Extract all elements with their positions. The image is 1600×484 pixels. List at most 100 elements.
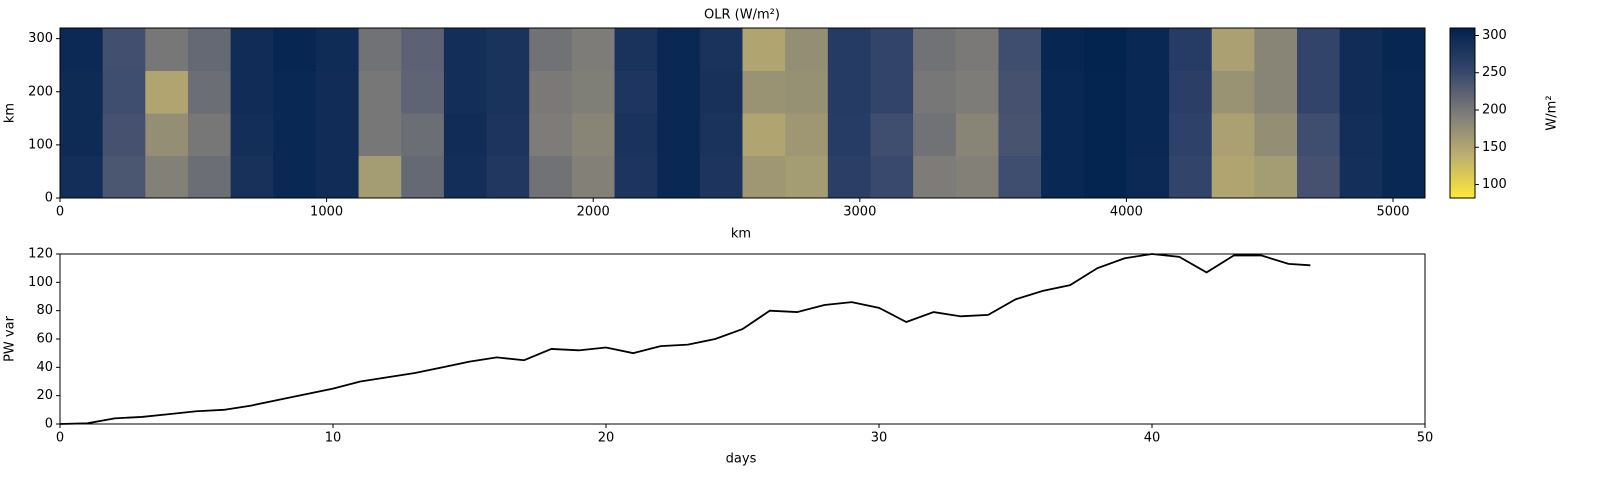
colorbar-tick-label: 300 [1482,28,1507,43]
heatmap-cell [1211,28,1255,71]
axes-frame [59,253,1426,425]
heatmap-cell [827,113,871,156]
heatmap-cell [1254,155,1298,199]
heatmap-cell [230,155,274,199]
heatmap-cell [102,155,146,199]
y-tick-label: 40 [36,360,53,375]
heatmap-cell [401,113,445,156]
colorbar-tick-label: 200 [1482,103,1507,118]
heatmap-cell [1169,70,1213,114]
heatmap-cell [870,113,914,156]
heatmap-cell [486,70,530,114]
x-tick-label: 30 [871,431,888,446]
heatmap-cell [1126,113,1170,156]
heatmap-cell [1083,155,1127,199]
heatmap-cell [1083,70,1127,114]
heatmap-cell [1211,155,1255,199]
heatmap-cell [614,155,658,199]
heatmap-cell [1211,70,1255,114]
heatmap-cell [1126,28,1170,71]
heatmap-cell [486,28,530,71]
heatmap-cell [742,28,786,71]
heatmap-cell [571,113,616,156]
heatmap-cell [699,113,743,156]
heatmap-cell [1297,113,1341,156]
heatmap-cell [742,70,786,114]
heatmap-cell [102,70,146,114]
x-tick-label: 0 [56,205,64,220]
heatmap-cell [1254,113,1298,156]
heatmap-cell [998,70,1042,114]
heatmap-cell [1211,113,1255,156]
heatmap-cell [870,155,914,199]
heatmap-cell [955,28,999,71]
heatmap-cell [1041,70,1085,114]
y-tick-label: 300 [28,31,53,46]
heatmap-cell [187,155,232,199]
heatmap-cell [443,70,488,114]
heatmap-cell [358,70,402,114]
heatmap-cell [785,113,829,156]
x-tick-label: 2000 [577,205,610,220]
heatmap-cell [699,28,743,71]
heatmap-cell [913,70,957,114]
heatmap-cell [827,28,871,71]
y-tick-label: 0 [45,191,53,206]
heatmap-cell [1126,155,1170,199]
heatmap-cell [230,70,274,114]
heatmap-cell [60,28,104,71]
heatmap-cell [742,155,786,199]
heatmap-cell [870,28,914,71]
y-tick-label: 100 [28,137,53,152]
heatmap-cell [1041,28,1085,71]
heatmap-cell [1254,28,1298,71]
heatmap-cell [1382,70,1426,114]
heatmap-cell [443,155,488,199]
heatmap-cell [187,113,232,156]
heatmap-cell [145,113,189,156]
heatmap-cell [1126,70,1170,114]
y-tick-label: 120 [28,247,53,262]
heatmap-cell [1083,113,1127,156]
heatmap-cell [358,113,402,156]
y-axis-label: PW var [3,315,18,361]
heatmap-cell [1339,28,1383,71]
heatmap-cell [955,70,999,114]
heatmap-cell [145,155,189,199]
heatmap-cell [529,28,573,71]
heatmap-cell [315,113,360,156]
x-axis-label: km [731,227,751,242]
heatmap-cell [529,113,573,156]
y-axis-label: km [3,103,18,123]
heatmap-cell [60,113,104,156]
colorbar [1449,27,1476,199]
chart-title: OLR (W/m²) [704,8,780,23]
heatmap-cell [187,28,232,71]
heatmap-cell [401,70,445,114]
heatmap-cell [571,28,616,71]
y-tick-label: 100 [28,275,53,290]
heatmap-cell [401,28,445,71]
heatmap-cell [60,155,104,199]
heatmap-cell [785,155,829,199]
heatmap-cell [1382,28,1426,71]
heatmap-cell [273,70,317,114]
heatmap-cell [955,113,999,156]
y-tick-label: 200 [28,84,53,99]
colorbar-tick-label: 250 [1482,65,1507,80]
heatmap-cell [1297,28,1341,71]
heatmap-cell [614,113,658,156]
heatmap-cell [358,28,402,71]
heatmap-cell [529,70,573,114]
heatmap-cell [1339,70,1383,114]
heatmap-cell [60,70,104,114]
heatmap-cell [273,155,317,199]
heatmap-cell [998,113,1042,156]
colorbar-label: W/m² [1545,95,1560,130]
heatmap-cell [1041,155,1085,199]
heatmap-cell [571,155,616,199]
heatmap-cell [1297,155,1341,199]
x-tick-label: 5000 [1376,205,1409,220]
heatmap-cell [913,113,957,156]
heatmap-cell [315,70,360,114]
